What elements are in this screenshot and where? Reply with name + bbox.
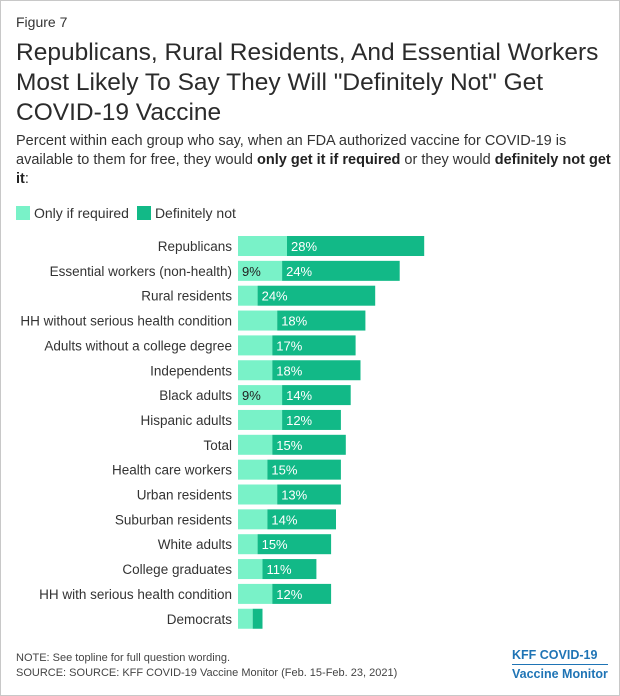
legend-label-only-if-required: Only if required (34, 205, 129, 221)
subtitle-text-2: or they would (400, 152, 495, 168)
bar-definitely-not-rural-residents (257, 285, 376, 306)
chart-legend: Only if required Definitely not (16, 205, 244, 221)
brand-logo: KFF COVID-19 Vaccine Monitor (512, 647, 608, 683)
data-label-definitely-not-health-care-workers: 15% (271, 463, 297, 478)
bar-definitely-not-health-care-workers (267, 459, 341, 480)
bar-definitely-not-democrats (252, 608, 263, 629)
legend-item-only-if-required: Only if required (16, 205, 129, 221)
chart-subtitle: Percent within each group who say, when … (16, 132, 611, 189)
data-label-definitely-not-rural-residents: 24% (262, 289, 288, 304)
subtitle-text-3: : (24, 171, 29, 187)
bar-definitely-not-college-graduates (262, 559, 317, 580)
bar-definitely-not-hh-without-serious-health-condition (277, 310, 366, 331)
data-label-definitely-not-college-graduates: 11% (267, 562, 292, 577)
bar-only-if-required-total (238, 434, 273, 455)
bar-only-if-required-health-care-workers (238, 459, 268, 480)
data-label-definitely-not-hh-without-serious-health-condition: 18% (281, 314, 307, 329)
bar-only-if-required-hh-with-serious-health-condition (238, 583, 273, 604)
bar-only-if-required-suburban-residents (238, 509, 268, 530)
category-label-suburban-residents: Suburban residents (115, 512, 232, 527)
bar-definitely-not-essential-workers-non-health (282, 260, 400, 281)
category-label-republicans: Republicans (158, 239, 233, 254)
legend-label-definitely-not: Definitely not (154, 205, 236, 221)
data-label-definitely-not-urban-residents: 13% (281, 488, 307, 503)
category-label-health-care-workers: Health care workers (112, 463, 232, 478)
data-label-definitely-not-hh-with-serious-health-condition: 12% (276, 587, 302, 602)
bar-definitely-not-hh-with-serious-health-condition (272, 583, 332, 604)
bar-definitely-not-hispanic-adults (282, 409, 341, 430)
bar-only-if-required-black-adults (238, 385, 283, 406)
category-label-white-adults: White adults (158, 537, 233, 552)
data-label-definitely-not-republicans: 28% (291, 239, 317, 254)
bar-only-if-required-hispanic-adults (238, 409, 283, 430)
subtitle-bold-2: definitely not get it (16, 152, 611, 187)
bar-only-if-required-white-adults (238, 534, 258, 555)
category-label-college-graduates: College graduates (122, 562, 232, 577)
category-label-rural-residents: Rural residents (141, 289, 232, 304)
category-label-essential-workers-non-health: Essential workers (non-health) (50, 264, 232, 279)
figure-label: Figure 7 (16, 14, 68, 30)
bar-chart: Republicans 28% Essential workers (non-hea… (20, 236, 425, 629)
category-label-democrats: Democrats (167, 612, 233, 627)
data-label-only-if-required-black-adults: 9% (242, 388, 261, 403)
subtitle-bold-1: only get it if required (257, 152, 401, 168)
data-label-definitely-not-total: 15% (276, 438, 302, 453)
category-label-hh-with-serious-health-condition: HH with serious health condition (39, 587, 232, 602)
data-label-definitely-not-suburban-residents: 14% (271, 512, 297, 527)
bar-definitely-not-black-adults (282, 385, 351, 406)
category-label-independents: Independents (150, 363, 232, 378)
bar-definitely-not-suburban-residents (267, 509, 336, 530)
data-label-definitely-not-adults-without-a-college-degree: 17% (276, 338, 302, 353)
bar-definitely-not-republicans (287, 236, 425, 256)
category-label-black-adults: Black adults (159, 388, 232, 403)
data-label-definitely-not-hispanic-adults: 12% (286, 413, 312, 428)
bar-definitely-not-urban-residents (277, 484, 341, 505)
brand-line-1: KFF COVID-19 (512, 648, 598, 662)
chart-notes: NOTE: See topline for full question word… (16, 651, 397, 681)
bar-only-if-required-hh-without-serious-health-condition (238, 310, 278, 331)
bar-definitely-not-total (272, 434, 346, 455)
category-label-hh-without-serious-health-condition: HH without serious health condition (20, 314, 232, 329)
data-label-only-if-required-essential-workers-non-health: 9% (242, 264, 261, 279)
category-label-total: Total (203, 438, 232, 453)
bar-only-if-required-adults-without-a-college-degree (238, 335, 273, 356)
bar-only-if-required-essential-workers-non-health (238, 260, 283, 281)
bar-only-if-required-rural-residents (238, 285, 258, 306)
bar-definitely-not-adults-without-a-college-degree (272, 335, 356, 356)
note-text: NOTE: See topline for full question word… (16, 652, 231, 664)
category-label-adults-without-a-college-degree: Adults without a college degree (44, 338, 232, 353)
category-label-urban-residents: Urban residents (137, 488, 233, 503)
bar-definitely-not-independents (272, 360, 361, 381)
source-text: SOURCE: SOURCE: KFF COVID-19 Vaccine Mon… (16, 667, 398, 679)
bar-only-if-required-urban-residents (238, 484, 278, 505)
brand-line-2: Vaccine Monitor (512, 664, 608, 683)
chart-title: Republicans, Rural Residents, And Essent… (16, 39, 599, 126)
data-label-definitely-not-independents: 18% (276, 363, 302, 378)
legend-swatch-only-if-required (16, 206, 30, 220)
bar-definitely-not-white-adults (257, 534, 332, 555)
data-label-definitely-not-essential-workers-non-health: 24% (286, 264, 312, 279)
data-label-definitely-not-black-adults: 14% (286, 388, 312, 403)
bar-only-if-required-democrats (238, 608, 253, 629)
legend-swatch-definitely-not (136, 206, 151, 220)
bar-only-if-required-republicans (238, 236, 287, 256)
legend-item-definitely-not: Definitely not (136, 205, 236, 221)
data-label-definitely-not-white-adults: 15% (262, 537, 288, 552)
bar-only-if-required-college-graduates (238, 559, 263, 580)
subtitle-text-1: Percent within each group who say, when … (16, 133, 567, 168)
category-label-hispanic-adults: Hispanic adults (140, 413, 232, 428)
bar-only-if-required-independents (238, 360, 273, 381)
